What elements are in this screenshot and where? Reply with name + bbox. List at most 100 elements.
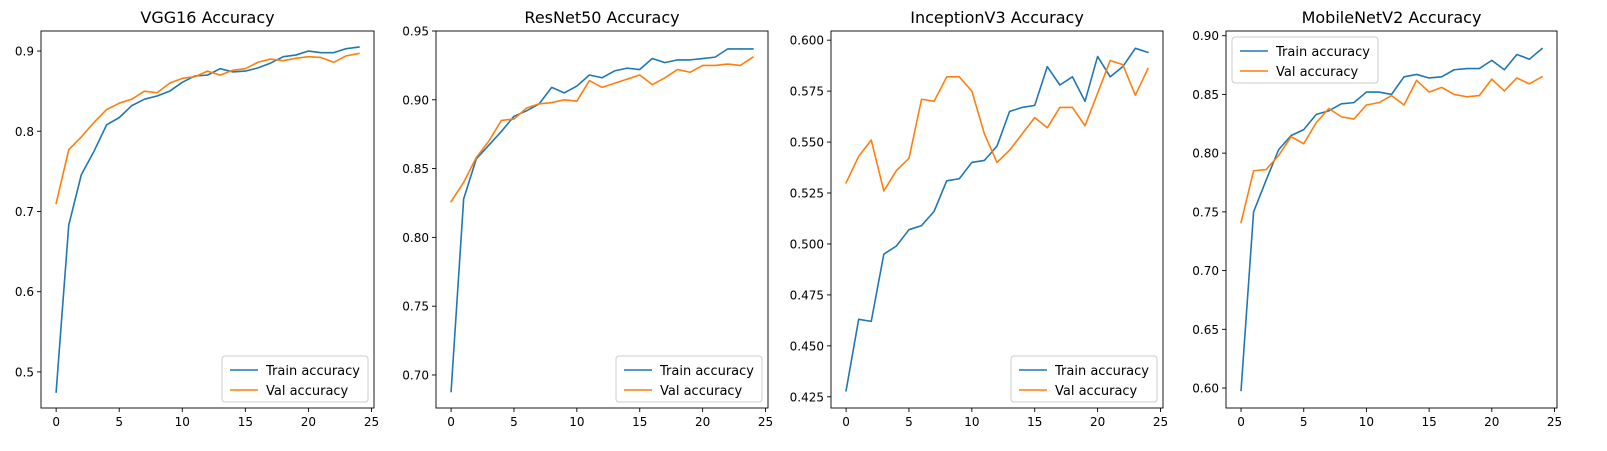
data-point	[513, 115, 515, 117]
x-tick-label: 5	[905, 415, 913, 429]
y-tick-label: 0.80	[1192, 147, 1219, 161]
y-tick-label: 0.500	[790, 237, 824, 251]
y-tick-label: 0.5	[15, 365, 34, 379]
data-point	[845, 389, 847, 391]
y-tick-label: 0.425	[790, 390, 824, 404]
data-point	[143, 98, 145, 100]
data-point	[1109, 59, 1111, 61]
data-point	[307, 55, 309, 57]
data-point	[1084, 125, 1086, 127]
x-tick-label: 25	[364, 415, 379, 429]
data-point	[462, 181, 464, 183]
data-point	[1096, 55, 1098, 57]
data-point	[80, 173, 82, 175]
data-point	[626, 78, 628, 80]
data-point	[1403, 76, 1405, 78]
legend-label: Train accuracy	[1275, 45, 1370, 60]
data-point	[895, 245, 897, 247]
data-point	[1528, 83, 1530, 85]
data-point	[1240, 389, 1242, 391]
x-tick-label: 25	[1153, 415, 1168, 429]
data-point	[958, 76, 960, 78]
data-point	[933, 210, 935, 212]
data-point	[194, 76, 196, 78]
data-point	[613, 70, 615, 72]
data-point	[1365, 104, 1367, 106]
axes-frame	[435, 30, 769, 409]
data-point	[883, 253, 885, 255]
data-point	[601, 86, 603, 88]
data-point	[920, 98, 922, 100]
legend-label: Train accuracy	[659, 364, 754, 379]
legend-label: Train accuracy	[1054, 364, 1149, 379]
data-point	[613, 82, 615, 84]
chart-title: InceptionV3 Accuracy	[910, 8, 1084, 27]
series-line-val	[1240, 75, 1544, 224]
x-tick-label: 25	[758, 415, 773, 429]
data-point	[269, 62, 271, 64]
series-line-train	[845, 47, 1149, 392]
y-tick-label: 0.8	[15, 125, 34, 139]
legend: Train accuracy Val accuracy	[1231, 36, 1379, 84]
data-point	[358, 52, 360, 54]
data-point	[1034, 104, 1036, 106]
x-tick-label: 20	[301, 415, 316, 429]
data-point	[1046, 65, 1048, 67]
x-tick-label: 15	[238, 415, 253, 429]
data-point	[1453, 69, 1455, 71]
data-point	[181, 81, 183, 83]
data-point	[701, 57, 703, 59]
y-tick-label: 0.60	[1192, 382, 1219, 396]
data-point	[551, 101, 553, 103]
x-tick-label: 15	[1421, 415, 1436, 429]
data-point	[1390, 94, 1392, 96]
data-point	[462, 198, 464, 200]
data-point	[983, 159, 985, 161]
data-point	[219, 74, 221, 76]
data-point	[219, 68, 221, 70]
data-point	[232, 69, 234, 71]
x-tick-label: 5	[115, 415, 123, 429]
data-point	[244, 70, 246, 72]
data-point	[1240, 221, 1242, 223]
data-point	[651, 57, 653, 59]
data-point	[908, 228, 910, 230]
data-point	[1340, 116, 1342, 118]
chart-panel-3: InceptionV3 Accuracy 0 5 10 15 20 25 0.425 0.450…	[790, 8, 1168, 429]
data-point	[1252, 211, 1254, 213]
legend: Train accuracy Val accuracy	[1010, 355, 1158, 403]
data-point	[1541, 76, 1543, 78]
data-point	[1353, 101, 1355, 103]
data-point	[1528, 58, 1530, 60]
y-tick-label: 0.95	[402, 25, 429, 39]
legend-box	[221, 355, 369, 403]
data-point	[933, 100, 935, 102]
chart-title: MobileNetV2 Accuracy	[1302, 8, 1482, 27]
data-point	[1147, 68, 1149, 70]
y-tick-label: 0.7	[15, 205, 34, 219]
x-tick-label: 10	[175, 415, 190, 429]
data-point	[651, 83, 653, 85]
data-point	[1021, 133, 1023, 135]
legend-label: Val accuracy	[266, 384, 349, 399]
data-point	[714, 56, 716, 58]
legend-label: Val accuracy	[1055, 384, 1138, 399]
data-point	[996, 145, 998, 147]
data-point	[1265, 179, 1267, 181]
data-point	[920, 224, 922, 226]
y-tick-label: 0.550	[790, 136, 824, 150]
data-point	[1365, 91, 1367, 93]
data-point	[1315, 113, 1317, 115]
data-point	[664, 77, 666, 79]
data-point	[488, 144, 490, 146]
legend-box	[615, 355, 763, 403]
data-point	[1440, 86, 1442, 88]
data-point	[358, 46, 360, 48]
y-tick-label: 0.600	[790, 34, 824, 48]
legend-box	[1010, 355, 1158, 403]
y-tick-label: 0.575	[790, 85, 824, 99]
data-point	[1277, 154, 1279, 156]
data-point	[1134, 47, 1136, 49]
x-tick-label: 0	[52, 415, 60, 429]
y-tick-label: 0.75	[402, 300, 429, 314]
